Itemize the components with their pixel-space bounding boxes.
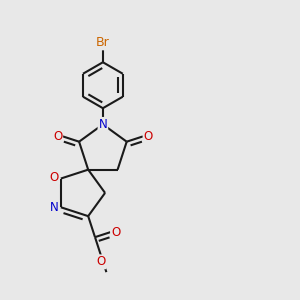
Text: Br: Br [96,36,110,49]
Text: N: N [50,201,59,214]
Text: O: O [144,130,153,143]
Text: O: O [50,171,59,184]
Text: N: N [98,118,107,131]
Text: O: O [53,130,62,143]
Text: O: O [96,255,106,268]
Text: O: O [111,226,120,238]
